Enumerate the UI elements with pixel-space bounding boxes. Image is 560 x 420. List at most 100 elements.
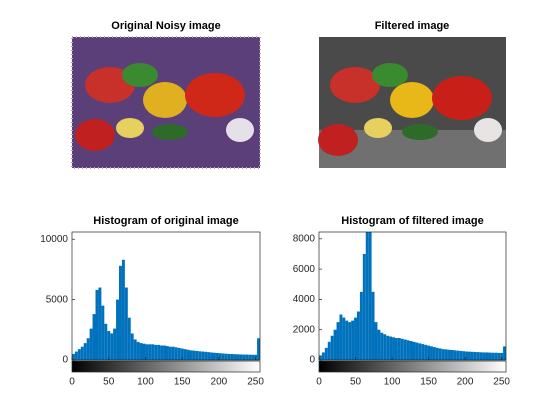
- bar: [236, 354, 240, 360]
- bar: [230, 353, 234, 360]
- bar: [80, 346, 84, 360]
- bar: [136, 341, 140, 360]
- bar: [356, 311, 360, 360]
- bar: [450, 350, 454, 360]
- bar: [124, 287, 128, 360]
- noisy-image: [71, 36, 261, 169]
- bar: [107, 331, 111, 360]
- bar: [157, 344, 161, 360]
- bar: [319, 355, 322, 360]
- bar: [215, 352, 219, 360]
- bar: [233, 354, 237, 360]
- bar: [359, 291, 363, 360]
- x-tick-label: 50: [350, 377, 362, 388]
- bar: [432, 347, 436, 360]
- x-tick-label: 250: [493, 377, 510, 388]
- bar: [213, 352, 216, 360]
- bar: [465, 351, 469, 360]
- bar: [92, 314, 96, 360]
- bar: [321, 352, 325, 360]
- bar: [430, 346, 433, 360]
- gray-bar: [318, 360, 507, 373]
- bar: [133, 339, 137, 360]
- bar: [139, 343, 143, 360]
- bar: [183, 349, 187, 360]
- bar: [403, 339, 407, 360]
- bar: [362, 253, 366, 360]
- bar: [151, 344, 155, 360]
- bar: [441, 349, 445, 360]
- bar: [459, 350, 463, 360]
- bar: [189, 350, 193, 360]
- bar: [377, 329, 381, 360]
- bar: [394, 338, 398, 360]
- bar: [424, 344, 428, 360]
- x-tick-label: 250: [247, 377, 264, 388]
- bar: [130, 333, 134, 360]
- bar: [154, 344, 158, 360]
- gray-bar: [71, 360, 261, 373]
- bar: [89, 328, 93, 360]
- bar: [83, 343, 87, 360]
- bar: [386, 335, 390, 360]
- x-tick-label: 150: [174, 377, 191, 388]
- bar: [142, 343, 146, 360]
- y-tick-label: 8000: [293, 233, 316, 244]
- bar: [336, 322, 340, 360]
- bar: [224, 353, 228, 360]
- bars: [319, 232, 506, 360]
- bar: [210, 352, 213, 360]
- bar: [368, 232, 372, 360]
- bar: [470, 351, 474, 360]
- bar: [239, 354, 243, 360]
- bar: [374, 322, 378, 360]
- bar: [242, 354, 246, 360]
- x-tick-label: 50: [103, 377, 115, 388]
- axes-box: [71, 231, 261, 361]
- y-tick-label: 6000: [293, 264, 316, 275]
- bar: [380, 332, 384, 360]
- bar: [383, 334, 387, 360]
- bar: [415, 342, 419, 360]
- bar: [421, 344, 425, 360]
- bar: [119, 265, 122, 360]
- bar: [77, 349, 81, 360]
- bar: [462, 351, 466, 360]
- bar: [482, 352, 486, 360]
- y-tick-label: 10000: [40, 234, 68, 245]
- bar: [497, 352, 501, 360]
- x-tick-label: 200: [211, 377, 228, 388]
- bar: [110, 333, 114, 360]
- bar: [435, 347, 439, 360]
- x-tick-label: 100: [137, 377, 154, 388]
- bar: [503, 346, 506, 360]
- bar: [74, 351, 78, 360]
- bar: [192, 350, 196, 360]
- bar: [427, 345, 431, 360]
- x-tick-label: 0: [316, 377, 322, 388]
- bar: [392, 337, 395, 360]
- bars: [72, 259, 260, 360]
- bar: [397, 338, 401, 360]
- bar: [113, 328, 117, 360]
- bar: [406, 340, 410, 360]
- bar: [248, 354, 252, 360]
- bar: [468, 351, 471, 360]
- bar: [389, 336, 393, 360]
- bar: [207, 352, 211, 360]
- bar: [444, 349, 448, 360]
- bar: [339, 314, 343, 360]
- bar: [447, 349, 451, 360]
- bar: [491, 352, 495, 360]
- bar: [485, 352, 489, 360]
- y-tick-label: 2000: [293, 324, 316, 335]
- bar: [171, 346, 175, 360]
- bar: [198, 351, 202, 360]
- bar: [195, 350, 199, 360]
- bar: [400, 338, 404, 360]
- bar: [479, 352, 483, 360]
- bar: [127, 317, 131, 360]
- bar: [104, 323, 108, 360]
- bar: [345, 320, 349, 360]
